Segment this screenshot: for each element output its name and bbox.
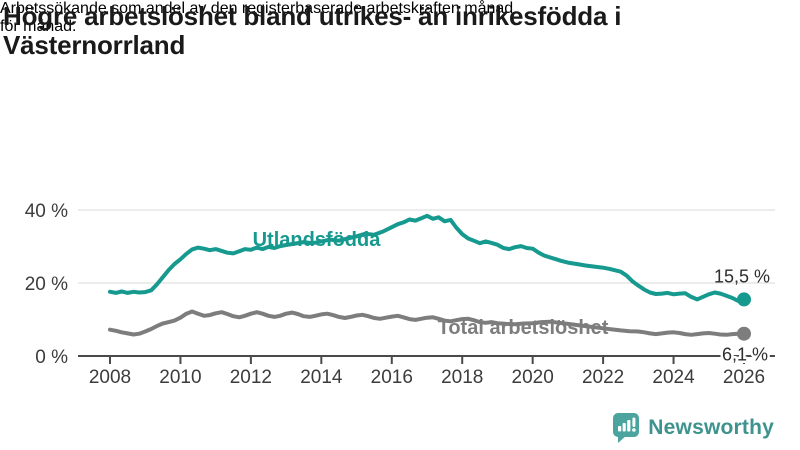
bar-chart-speech-bubble-icon: [613, 413, 640, 443]
y-tick-label-40: 40 %: [25, 201, 68, 222]
x-tick-label-2018: 2018: [441, 367, 483, 388]
subtitle-line-1: Arbetssökande som andel av den registerb…: [0, 0, 514, 17]
x-tick-label-2008: 2008: [89, 367, 131, 388]
total-arbetsl-shet-series-label: Total arbetslöshet: [438, 317, 609, 339]
chart-canvas: Utlandsfödda Total arbetslöshet 2008 2010 20…: [25, 201, 775, 388]
x-tick-label-2020: 2020: [512, 367, 554, 388]
x-tick-label-2010: 2010: [159, 367, 201, 388]
total-arbetsl-shet-value-label: 6,1 %: [722, 345, 768, 365]
utlandsf-dda-value-label: 15,5 %: [714, 266, 770, 286]
x-tick-label-2026: 2026: [723, 367, 765, 388]
newsworthy-logo-text: Newsworthy: [648, 416, 774, 439]
page-title: Högre arbetslöshet bland utrikes- än inr…: [3, 2, 783, 60]
y-tick-label-0: 0 %: [35, 347, 68, 368]
x-tick-label-2024: 2024: [652, 367, 695, 388]
x-tick-label-2014: 2014: [300, 367, 343, 388]
x-tick-label-2016: 2016: [371, 367, 413, 388]
title-line-2: Västernorrland: [3, 30, 186, 60]
subtitle-line-2: för månad.: [0, 18, 77, 35]
utlandsf-dda-line: [108, 213, 746, 303]
x-tick-label-2022: 2022: [582, 367, 624, 388]
newsworthy-logo: Newsworthy: [612, 412, 774, 444]
x-tick-label-2012: 2012: [230, 367, 272, 388]
utlandsf-dda-end-dot: [737, 292, 751, 307]
line-chart: Utlandsfödda Total arbetslöshet 2008 2010 20…: [0, 190, 800, 402]
utlandsf-dda-series-label: Utlandsfödda: [253, 229, 382, 251]
title-line-1: Högre arbetslöshet bland utrikes- än inr…: [3, 1, 622, 31]
total-arbetsl-shet-end-dot: [737, 326, 751, 341]
total-arbetsl-shet-line: [108, 309, 746, 337]
y-tick-label-20: 20 %: [25, 274, 68, 295]
